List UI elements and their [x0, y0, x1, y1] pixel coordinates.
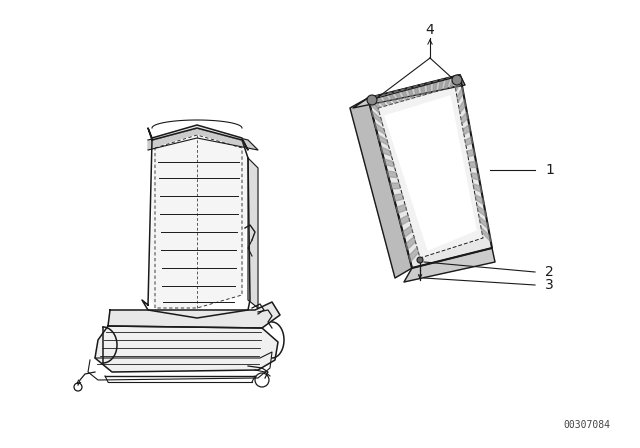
- Polygon shape: [414, 86, 419, 97]
- Polygon shape: [403, 226, 413, 237]
- Polygon shape: [368, 75, 492, 268]
- Polygon shape: [378, 134, 388, 146]
- Polygon shape: [471, 173, 479, 180]
- Polygon shape: [248, 158, 258, 308]
- Polygon shape: [463, 125, 470, 135]
- Polygon shape: [148, 125, 248, 150]
- Circle shape: [417, 257, 423, 263]
- Circle shape: [367, 95, 377, 105]
- Polygon shape: [455, 75, 461, 91]
- Polygon shape: [461, 112, 468, 124]
- Polygon shape: [399, 215, 410, 225]
- Polygon shape: [371, 110, 383, 124]
- Polygon shape: [374, 122, 385, 135]
- Polygon shape: [150, 135, 248, 308]
- Polygon shape: [406, 237, 415, 250]
- Polygon shape: [381, 94, 392, 105]
- Polygon shape: [469, 161, 477, 168]
- Polygon shape: [427, 82, 431, 94]
- Polygon shape: [368, 98, 380, 113]
- Polygon shape: [393, 194, 403, 201]
- Polygon shape: [374, 95, 387, 107]
- Polygon shape: [401, 89, 408, 100]
- Polygon shape: [381, 146, 392, 156]
- Polygon shape: [396, 204, 406, 213]
- Polygon shape: [387, 171, 397, 178]
- Polygon shape: [378, 86, 483, 258]
- Polygon shape: [95, 326, 278, 372]
- Polygon shape: [108, 302, 280, 328]
- Polygon shape: [148, 128, 258, 150]
- Text: 4: 4: [426, 23, 435, 37]
- Text: 2: 2: [545, 265, 554, 279]
- Polygon shape: [473, 184, 482, 192]
- Polygon shape: [368, 97, 381, 108]
- Polygon shape: [449, 76, 457, 87]
- Text: 1: 1: [545, 163, 554, 177]
- Polygon shape: [467, 149, 475, 156]
- Polygon shape: [384, 159, 394, 167]
- Polygon shape: [438, 79, 444, 90]
- Polygon shape: [481, 227, 491, 242]
- Text: 3: 3: [545, 278, 554, 292]
- Polygon shape: [408, 87, 413, 99]
- Polygon shape: [353, 75, 465, 108]
- Polygon shape: [457, 87, 463, 102]
- Polygon shape: [388, 92, 397, 103]
- Polygon shape: [350, 98, 412, 278]
- Polygon shape: [433, 81, 437, 92]
- Polygon shape: [444, 78, 450, 89]
- Circle shape: [452, 75, 462, 85]
- Polygon shape: [409, 247, 419, 262]
- Polygon shape: [385, 96, 476, 250]
- Polygon shape: [459, 100, 466, 113]
- Polygon shape: [394, 90, 403, 102]
- Polygon shape: [465, 137, 472, 146]
- Text: 00307084: 00307084: [563, 420, 610, 430]
- Polygon shape: [404, 248, 495, 282]
- Polygon shape: [477, 206, 486, 217]
- Polygon shape: [479, 216, 488, 229]
- Polygon shape: [475, 194, 484, 205]
- Polygon shape: [420, 84, 425, 95]
- Polygon shape: [390, 183, 401, 189]
